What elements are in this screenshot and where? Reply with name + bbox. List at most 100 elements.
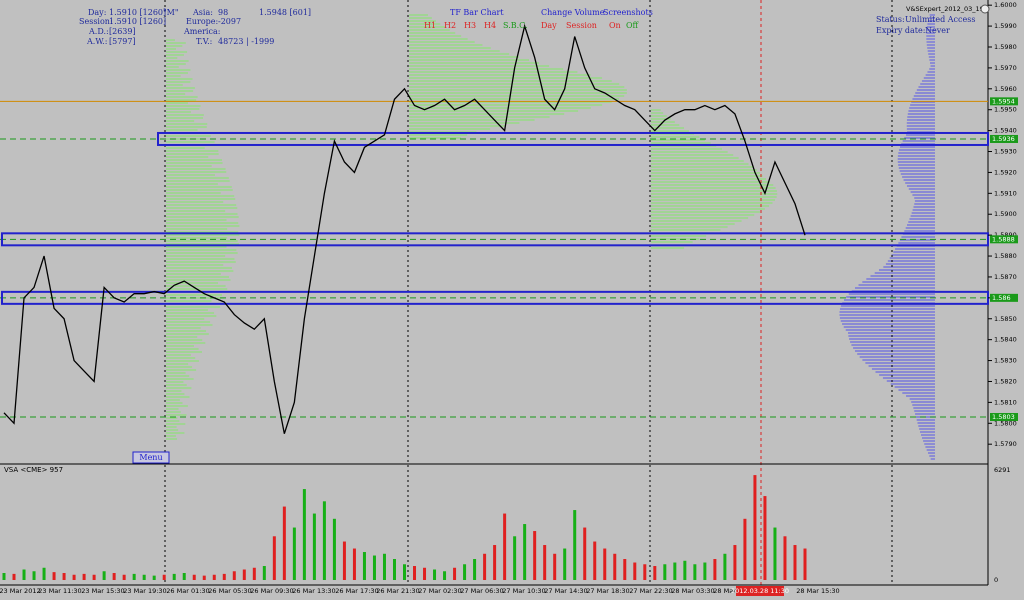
level-tag <box>990 235 1018 244</box>
volume-bar <box>302 489 306 580</box>
level-label: 1.586 <box>992 294 1011 302</box>
volume-bar <box>643 564 647 580</box>
screenshots-on[interactable]: On <box>609 21 621 30</box>
sbc[interactable]: S.B.C. <box>503 21 528 30</box>
time-label: 28 Mar 15:30 <box>796 587 839 595</box>
volume-bar <box>433 569 437 580</box>
tf-h1[interactable]: H1 <box>424 21 436 30</box>
time-label: 28 Mar 03:30 <box>671 587 714 595</box>
volume-bar <box>453 567 457 580</box>
volume-bar <box>473 559 477 580</box>
volume-bar <box>463 564 467 580</box>
volume-bar <box>483 553 487 580</box>
session-value: 1.5910 [1260] <box>109 17 166 26</box>
volume-bar <box>132 573 136 580</box>
volume-bar <box>12 573 16 580</box>
price-tick-label: 1.5840 <box>994 336 1017 344</box>
volume-bar <box>322 501 326 580</box>
level-label: 1.5936 <box>992 135 1015 143</box>
asia-value: 98 <box>218 8 228 17</box>
volume-bar <box>413 566 417 580</box>
tf-bar-chart[interactable]: TF Bar Chart <box>450 8 504 17</box>
volume-bar <box>593 541 597 580</box>
price-tick-label: 1.5940 <box>994 127 1017 135</box>
volume-bar <box>312 513 316 580</box>
volume-bar <box>503 513 507 580</box>
volume-bar <box>42 567 46 580</box>
expert-name: V&SExpert_2012_03_19 <box>906 5 984 13</box>
volume-bar <box>222 573 226 580</box>
volume-bar <box>613 553 617 580</box>
time-label: 27 Mar 14:30 <box>544 587 587 595</box>
time-label: 26 Mar 09:30 <box>250 587 293 595</box>
volume-bar <box>242 569 246 580</box>
tv-value: 48723 | -1999 <box>218 37 274 46</box>
cursor-time-tag <box>736 586 784 596</box>
volume-bar <box>92 574 96 580</box>
volume-bar <box>683 560 687 580</box>
time-label: 27 Mar 06:30 <box>460 587 503 595</box>
volume-bar <box>142 574 146 580</box>
price-tick-label: 1.5830 <box>994 357 1017 365</box>
volume-bar <box>803 548 807 580</box>
volume-session[interactable]: Session <box>566 21 597 30</box>
menu-button[interactable] <box>132 451 170 464</box>
volume-bar <box>292 527 296 580</box>
volume-bar <box>362 552 366 580</box>
time-label: 23 Mar 19:30 <box>123 587 166 595</box>
price-tick-label: 1.5990 <box>994 22 1017 30</box>
level-tag <box>990 134 1018 143</box>
tf-h2[interactable]: H2 <box>444 21 456 30</box>
volume-bar <box>112 573 116 580</box>
volume-profiles <box>166 14 935 460</box>
price-tick-label: 1.5870 <box>994 273 1017 281</box>
time-label: 2012.03.28 11:30 <box>731 587 789 595</box>
time-label: 26 Mar 21:30 <box>376 587 419 595</box>
volume-bar <box>733 545 737 580</box>
volume-day[interactable]: Day <box>541 21 557 30</box>
menu-button-label[interactable]: Menu <box>139 453 162 462</box>
volume-bar <box>332 518 336 580</box>
volume-bar <box>252 567 256 580</box>
volume-bar <box>783 536 787 580</box>
day-label: Day: <box>88 8 106 17</box>
tf-h3[interactable]: H3 <box>464 21 476 30</box>
screenshots-off[interactable]: Off <box>626 21 640 30</box>
time-label: 27 Mar 22:30 <box>629 587 672 595</box>
ad-value: [2639] <box>109 27 136 36</box>
screenshots[interactable]: Screenshots <box>603 8 653 17</box>
price-tick-label: 1.5920 <box>994 168 1017 176</box>
price-tick-label: 1.5790 <box>994 440 1017 448</box>
price-tick-label: 1.5880 <box>994 252 1017 260</box>
volume-bar <box>403 564 406 580</box>
price-tick-label: 1.5800 <box>994 419 1017 427</box>
volume-bar <box>352 548 356 580</box>
expert-icon <box>980 4 990 14</box>
volume-bar <box>573 510 577 580</box>
price-tick-label: 1.6000 <box>994 1 1017 9</box>
tf-h4[interactable]: H4 <box>484 21 496 30</box>
price-tick-label: 1.5810 <box>994 398 1017 406</box>
volume-bar <box>763 496 767 580</box>
time-label: 26 Mar 13:30 <box>292 587 335 595</box>
volume-bar <box>152 575 156 580</box>
volume-bar <box>202 575 206 580</box>
volume-bar <box>182 573 186 580</box>
expiry-label: Expiry date: <box>876 26 925 35</box>
volume-bar <box>162 574 166 580</box>
volume-bar <box>553 553 557 580</box>
volume-bar <box>262 566 266 580</box>
price-tick-label: 1.5970 <box>994 64 1017 72</box>
time-label: 27 Mar 18:30 <box>586 587 629 595</box>
tv-label: T.V.: <box>196 37 212 46</box>
aw-label: A.W.: <box>86 37 107 46</box>
volume-bar <box>743 518 747 580</box>
aw-value: [5797] <box>109 37 136 46</box>
volume-bar <box>342 541 346 580</box>
volume-bar <box>583 527 587 580</box>
status-label: Status: <box>876 15 905 24</box>
day-value: 1.5910 [1260] <box>109 8 166 17</box>
level-label: 1.5803 <box>992 413 1015 421</box>
change-volume[interactable]: Change Volume <box>541 8 605 17</box>
